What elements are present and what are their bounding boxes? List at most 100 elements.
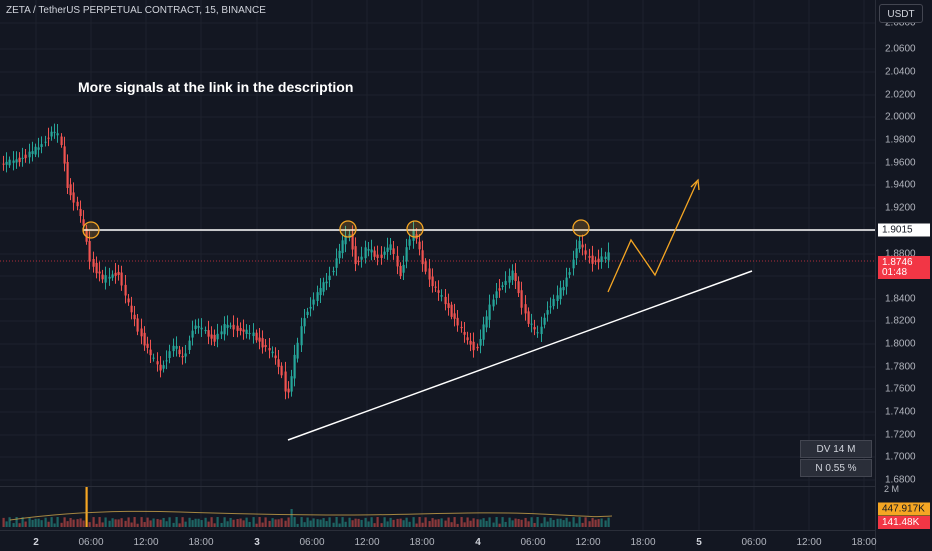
candle-body	[252, 332, 255, 337]
candle-body	[69, 184, 72, 196]
volume-bar	[236, 518, 239, 527]
candle-body	[607, 252, 610, 261]
volume-bar	[325, 521, 328, 527]
touch-circle-3[interactable]	[406, 220, 424, 238]
candle-body	[309, 306, 312, 309]
price-tick: 2.0600	[885, 43, 916, 55]
candle-body	[552, 298, 555, 307]
volume-bar	[332, 522, 335, 527]
candle-body	[351, 234, 354, 250]
candle-body	[268, 348, 271, 351]
candle-body	[8, 159, 11, 166]
volume-bar	[239, 518, 242, 527]
candle-body	[322, 282, 325, 292]
volume-bar	[556, 518, 559, 527]
volume-bar	[383, 517, 386, 527]
volume-bar	[223, 517, 226, 527]
volume-bar	[316, 519, 319, 527]
volume-bar	[607, 517, 610, 527]
volume-bar	[24, 521, 27, 527]
volume-bar	[50, 517, 53, 527]
candle-body	[536, 332, 539, 334]
candle-body	[104, 275, 107, 283]
candle-body	[492, 299, 495, 307]
price-axis[interactable]: 2.0800 2.0600 2.0400 2.0200 2.0000 1.980…	[875, 0, 932, 550]
volume-bar	[252, 517, 255, 527]
volume-bar	[88, 522, 91, 527]
candle-body	[200, 327, 203, 330]
volume-bar	[348, 517, 351, 527]
volume-bar	[168, 517, 171, 527]
dv-stat-box: DV 14 M	[800, 440, 872, 458]
candle-body	[437, 290, 440, 293]
volume-bar	[405, 517, 408, 527]
volume-bar	[274, 519, 277, 527]
volume-bar	[543, 517, 546, 527]
volume-bar	[600, 518, 603, 527]
candle-body	[204, 329, 207, 332]
ascending-trendline[interactable]	[287, 270, 753, 441]
volume-bar	[152, 518, 155, 527]
volume-bar	[300, 517, 303, 527]
candle-body	[284, 371, 287, 392]
chart-canvas[interactable]	[0, 0, 875, 530]
candle-body	[306, 311, 309, 316]
candle-body	[258, 337, 261, 342]
candle-body	[597, 258, 600, 263]
candle-body	[392, 248, 395, 255]
volume-bar	[389, 517, 392, 527]
candle-body	[338, 250, 341, 259]
touch-circle-2[interactable]	[339, 220, 357, 238]
candle-body	[152, 357, 155, 359]
projection-path[interactable]	[607, 181, 698, 293]
volume-bar	[181, 517, 184, 527]
touch-circle-1[interactable]	[82, 221, 100, 239]
candle-body	[530, 323, 533, 325]
volume-bar	[229, 517, 232, 527]
price-tick: 2.0800	[885, 18, 916, 29]
volume-pane-separator[interactable]	[0, 486, 875, 487]
candle-body	[146, 343, 149, 348]
volume-bar	[47, 521, 50, 527]
currency-button[interactable]: USDT	[879, 4, 923, 23]
resistance-price-badge: 1.9015	[878, 223, 930, 237]
candle-body	[290, 376, 293, 392]
symbol-title: ZETA / TetherUS PERPETUAL CONTRACT, 15, …	[6, 5, 266, 16]
volume-bar	[226, 521, 229, 527]
candle-body	[520, 290, 523, 308]
volume-bar	[511, 520, 514, 527]
volume-bar	[431, 518, 434, 527]
volume-bar	[165, 521, 168, 527]
volume-bar	[309, 520, 312, 527]
volume-bar	[424, 517, 427, 527]
price-tick: 1.7600	[885, 383, 916, 395]
volume-bar	[498, 523, 501, 527]
candle-body	[108, 276, 111, 279]
volume-series	[2, 487, 610, 527]
volume-bar	[591, 517, 594, 527]
candle-body	[12, 160, 15, 163]
annotation-text[interactable]: More signals at the link in the descript…	[78, 79, 354, 95]
volume-bar	[108, 520, 111, 527]
candle-body	[31, 151, 34, 154]
volume-bar	[111, 518, 114, 527]
candle-body	[44, 141, 47, 143]
candle-body	[280, 365, 283, 376]
volume-bar	[284, 520, 287, 527]
volume-bar	[261, 522, 264, 527]
candle-body	[556, 295, 559, 301]
volume-bar	[495, 517, 498, 527]
volume-bar	[12, 523, 15, 527]
touch-circle-4[interactable]	[572, 219, 590, 237]
candle-body	[517, 281, 520, 294]
candle-body	[53, 131, 56, 133]
volume-bar	[18, 523, 21, 527]
volume-bar	[508, 517, 511, 527]
candle-body	[402, 264, 405, 273]
candle-body	[591, 255, 594, 264]
price-tick: 1.8400	[885, 293, 916, 305]
volume-bar	[469, 520, 472, 527]
candle-body	[332, 270, 335, 273]
volume-bar	[492, 522, 495, 527]
time-axis[interactable]: 2 06:00 12:00 18:00 3 06:00 12:00 18:00 …	[0, 530, 877, 551]
